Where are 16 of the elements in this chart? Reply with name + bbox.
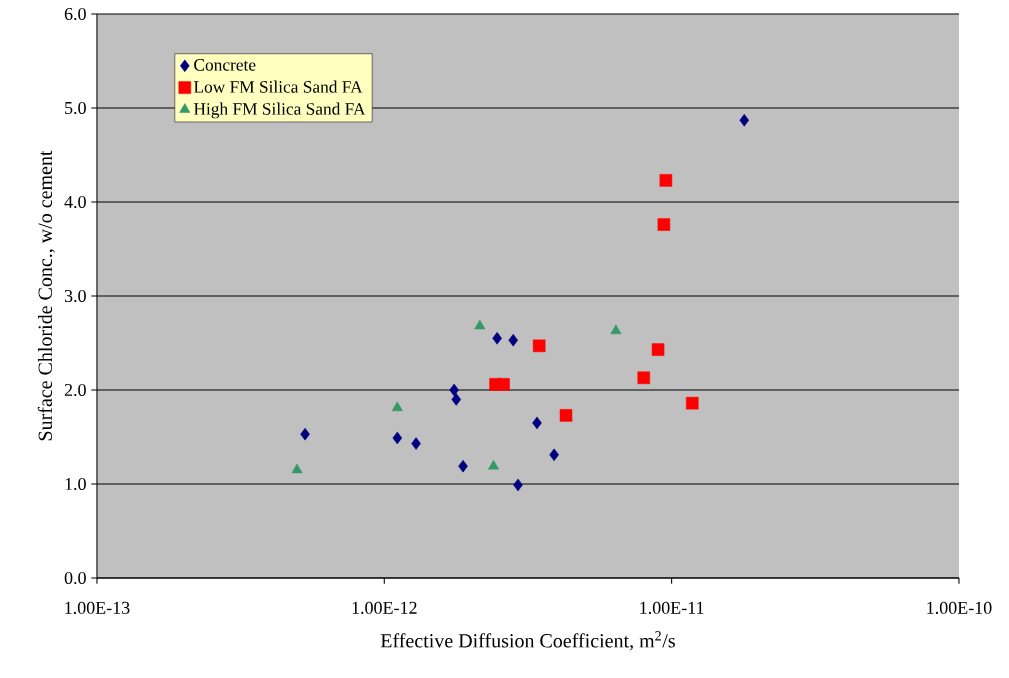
y-tick-label: 1.0 (65, 477, 86, 491)
y-tick-label: 0.0 (64, 571, 86, 585)
x-axis-title: Effective Diffusion Coefficient, m$^{2}$/s (380, 631, 675, 651)
x-tick-label: 1.00E-10 (927, 601, 992, 614)
y-tick-label: 6.0 (64, 7, 86, 21)
legend-label: Low FM Silica Sand FA (193, 80, 363, 93)
y-axis-title: Surface Chloride Conc., w/o cement (37, 150, 55, 441)
y-tick-label: 5.0 (65, 101, 86, 115)
x-tick-label: 1.00E-12 (352, 601, 417, 614)
x-tick-label: 1.00E-13 (65, 601, 130, 614)
y-tick-label: 3.0 (64, 289, 86, 303)
x-tick-label: 1.00E-11 (640, 601, 704, 614)
legend-label: Concrete (194, 59, 256, 71)
y-tick-label: 2.0 (64, 383, 86, 397)
y-tick-label: 4.0 (64, 195, 86, 209)
legend-label: High FM Silica Sand FA (193, 102, 366, 119)
